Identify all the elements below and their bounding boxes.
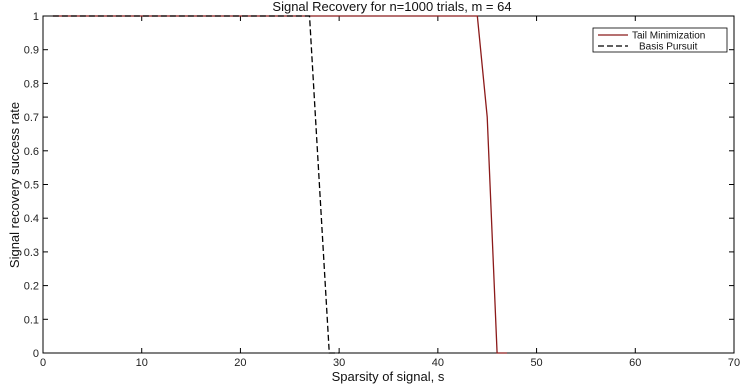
y-axis-label: Signal recovery success rate (7, 102, 22, 268)
x-axis-label: Sparsity of signal, s (332, 369, 445, 384)
plot-frame (42, 15, 735, 354)
series-line-basis-pursuit (52, 15, 340, 354)
y-tick-label: 0.6 (24, 146, 39, 158)
legend-label-tail-minimization: Tail Minimization (632, 31, 705, 42)
x-tick-label: 10 (136, 357, 148, 369)
series-line-tail-minimization (52, 15, 507, 354)
plot-area (42, 15, 735, 354)
y-tick-label: 0.4 (24, 213, 39, 225)
y-tick-label: 0.3 (24, 247, 39, 259)
y-axis: 0 0.1 0.2 0.3 0.4 0.5 0.6 0.7 0.8 0.9 1 (24, 11, 734, 360)
chart-title: Signal Recovery for n=1000 trials, m = 6… (272, 0, 511, 14)
y-tick-label: 0.7 (24, 112, 39, 124)
x-tick-label: 60 (629, 357, 641, 369)
x-tick-label: 30 (333, 357, 345, 369)
y-tick-label: 0.2 (24, 281, 39, 293)
x-tick-label: 40 (432, 357, 444, 369)
x-axis: 0 10 20 30 40 50 60 70 (40, 16, 740, 369)
y-tick-label: 0.5 (24, 180, 39, 192)
series-layer (52, 15, 507, 354)
x-tick-label: 70 (728, 357, 740, 369)
y-tick-label: 0.8 (24, 78, 39, 90)
legend-box (592, 27, 728, 53)
x-tick-label: 20 (234, 357, 246, 369)
y-tick-label: 0.9 (24, 45, 39, 57)
y-tick-label: 0.1 (24, 314, 39, 326)
y-tick-label: 1 (33, 11, 39, 23)
x-tick-label: 50 (530, 357, 542, 369)
legend: Tail Minimization Basis Pursuit (592, 27, 728, 53)
y-tick-label: 0 (33, 348, 39, 360)
x-tick-label: 0 (40, 357, 46, 369)
legend-label-basis-pursuit: Basis Pursuit (639, 42, 698, 53)
